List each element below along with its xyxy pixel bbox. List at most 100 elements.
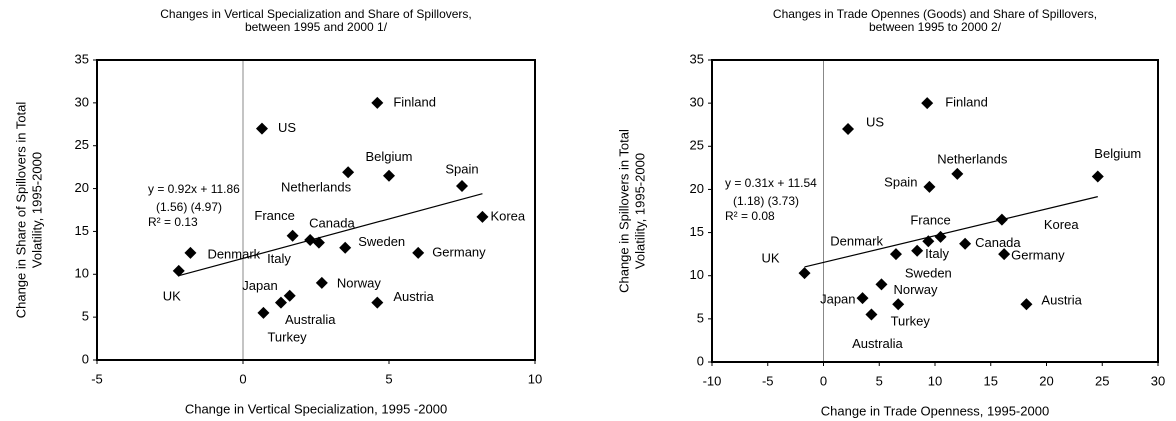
point-label: Germany xyxy=(432,244,486,259)
point xyxy=(842,123,855,136)
point-label: Japan xyxy=(242,278,277,293)
point-label: Japan xyxy=(820,292,855,307)
point xyxy=(172,264,185,277)
point xyxy=(856,292,869,305)
point xyxy=(315,276,328,289)
point-label: Austria xyxy=(393,289,434,304)
x-tick-label: 0 xyxy=(820,373,827,388)
point-label: Finland xyxy=(945,95,988,110)
x-tick-label: 0 xyxy=(239,371,246,386)
x-tick-label: 5 xyxy=(876,373,883,388)
point-label: US xyxy=(278,120,296,135)
point xyxy=(923,180,936,193)
x-tick-label: 20 xyxy=(1039,373,1053,388)
point-label: Korea xyxy=(490,208,525,223)
point xyxy=(255,122,268,135)
annotation: R² = 0.13 xyxy=(148,215,198,229)
point xyxy=(1020,298,1033,311)
annotation: (1.56) (4.97) xyxy=(156,200,222,214)
x-tick-label: -10 xyxy=(703,373,722,388)
point-label: France xyxy=(910,212,950,227)
annotation: y = 0.92x + 11.86 xyxy=(148,182,240,196)
x-tick-label: -5 xyxy=(762,373,774,388)
y-tick-label: 15 xyxy=(75,223,89,238)
point-label: Belgium xyxy=(1094,146,1141,161)
point-label: Canada xyxy=(975,235,1021,250)
point xyxy=(371,96,384,109)
point xyxy=(892,298,905,311)
point xyxy=(286,229,299,242)
y-tick-label: 10 xyxy=(75,266,89,281)
y-tick-label: 0 xyxy=(82,351,89,366)
annotation: R² = 0.08 xyxy=(725,209,775,223)
point-label: Canada xyxy=(309,215,355,230)
x-tick-label: 15 xyxy=(984,373,998,388)
y-tick-label: 0 xyxy=(697,353,704,368)
chart-title: between 1995 and 2000 1/ xyxy=(245,20,388,34)
point-label: Turkey xyxy=(267,329,307,344)
y-axis-label: Volatility, 1995-2000 xyxy=(632,153,647,269)
point xyxy=(1091,170,1104,183)
y-tick-label: 5 xyxy=(697,310,704,325)
point xyxy=(934,230,947,243)
point xyxy=(889,248,902,261)
point xyxy=(476,210,489,223)
point xyxy=(865,308,878,321)
point xyxy=(998,248,1011,261)
y-tick-label: 20 xyxy=(690,181,704,196)
x-tick-label: 10 xyxy=(528,371,542,386)
y-axis-label: Change in Spillovers in Total xyxy=(616,129,631,293)
point xyxy=(371,296,384,309)
point-label: Sweden xyxy=(358,234,405,249)
point xyxy=(339,241,352,254)
point-label: UK xyxy=(761,251,779,266)
point-label: Sweden xyxy=(905,266,952,281)
point-label: Italy xyxy=(267,251,291,266)
point-label: Norway xyxy=(337,275,382,290)
trend-line xyxy=(178,193,483,277)
x-tick-label: 25 xyxy=(1095,373,1109,388)
point-label: France xyxy=(254,208,294,223)
point xyxy=(383,169,395,182)
plot-border xyxy=(96,59,536,361)
point-label: UK xyxy=(163,288,181,303)
point xyxy=(959,237,972,250)
y-axis-label: Change in Share of Spillovers in Total xyxy=(13,102,28,319)
y-axis-label: Volatility, 1995-2000 xyxy=(29,152,44,268)
point xyxy=(456,180,468,192)
chart-title: Changes in Trade Opennes (Goods) and Sha… xyxy=(773,7,1097,21)
y-tick-label: 10 xyxy=(690,267,704,282)
point-label: Belgium xyxy=(366,149,413,164)
y-tick-label: 5 xyxy=(82,309,89,324)
point xyxy=(921,97,934,110)
y-tick-label: 30 xyxy=(75,94,89,109)
y-tick-label: 15 xyxy=(690,224,704,239)
point xyxy=(412,246,425,259)
point-label: Germany xyxy=(1011,248,1065,263)
y-tick-label: 30 xyxy=(690,95,704,110)
point-label: Spain xyxy=(884,174,917,189)
point xyxy=(304,234,317,246)
point xyxy=(995,213,1008,226)
y-tick-label: 20 xyxy=(75,180,89,195)
point-label: Austria xyxy=(1041,293,1082,308)
point xyxy=(951,167,964,180)
point xyxy=(257,306,270,319)
point-label: Australia xyxy=(285,312,336,327)
x-tick-label: 30 xyxy=(1151,373,1165,388)
trend-line xyxy=(804,196,1098,268)
point xyxy=(911,244,924,257)
x-tick-label: -5 xyxy=(91,371,103,386)
point-label: Netherlands xyxy=(281,180,352,195)
point-label: Italy xyxy=(925,246,949,261)
y-tick-label: 25 xyxy=(690,138,704,153)
annotation: y = 0.31x + 11.54 xyxy=(725,176,817,190)
point-label: Korea xyxy=(1044,217,1079,232)
chart-title: Changes in Vertical Specialization and S… xyxy=(160,7,472,21)
point xyxy=(184,246,197,259)
point-label: Denmark xyxy=(207,246,260,261)
point xyxy=(798,267,811,280)
chart-title: between 1995 to 2000 2/ xyxy=(869,20,1002,34)
x-axis-label: Change in Vertical Specialization, 1995 … xyxy=(185,401,447,416)
